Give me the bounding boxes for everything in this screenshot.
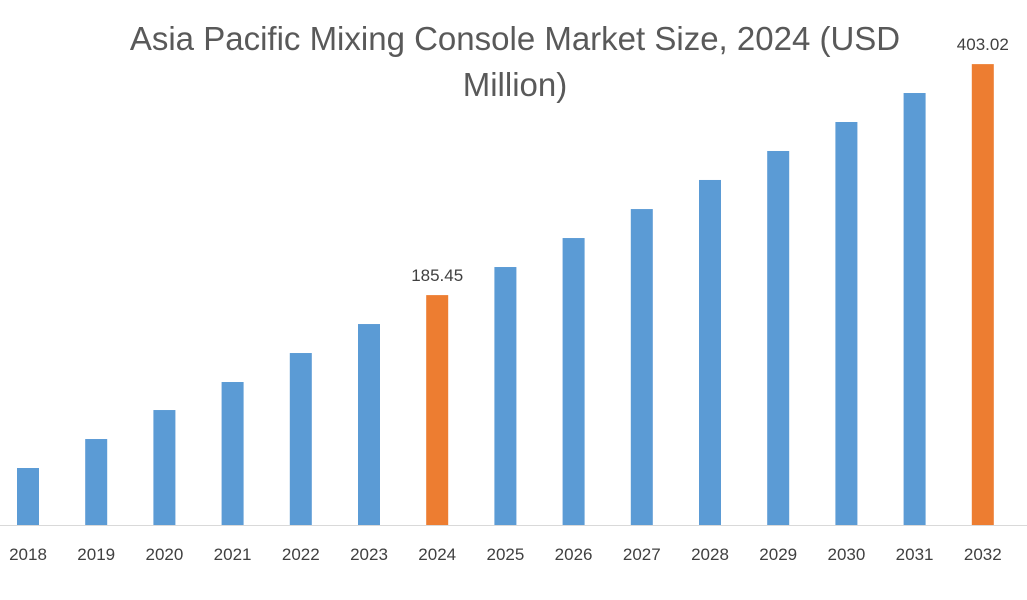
x-tick-label: 2030	[827, 545, 865, 564]
bar-2024	[426, 295, 449, 525]
x-tick-label: 2028	[691, 545, 729, 564]
x-tick-label: 2026	[555, 545, 593, 564]
x-tick-label: 2025	[486, 545, 524, 564]
bar-2019	[85, 439, 108, 525]
x-tick-label: 2032	[964, 545, 1002, 564]
chart-title: Asia Pacific Mixing Console Market Size,…	[129, 20, 901, 103]
bar-2031	[903, 93, 926, 526]
x-tick-label: 2031	[896, 545, 934, 564]
bar-2026	[562, 238, 585, 525]
bar-2028	[699, 179, 721, 525]
bar-2032	[971, 64, 994, 526]
x-tick-label: 2023	[350, 545, 388, 564]
x-tick-label: 2019	[77, 545, 115, 564]
data-label-2024: 185.45	[411, 266, 463, 285]
bar-2023	[358, 324, 380, 525]
x-tick-label: 2020	[145, 545, 183, 564]
bar-2029	[767, 150, 790, 525]
x-tick-label: 2018	[9, 545, 47, 564]
x-tick-label: 2022	[282, 545, 320, 564]
bar-2020	[153, 410, 176, 525]
bar-2030	[835, 121, 858, 525]
bar-2025	[494, 267, 517, 525]
x-tick-label: 2027	[623, 545, 661, 564]
bar-2027	[630, 209, 653, 525]
x-tick-label: 2024	[418, 545, 456, 564]
data-label-2032: 403.02	[957, 35, 1009, 54]
bar-2018	[17, 468, 39, 525]
bar-2021	[221, 382, 244, 525]
x-tick-label: 2029	[759, 545, 797, 564]
bar-2022	[289, 353, 312, 525]
x-tick-label: 2021	[214, 545, 252, 564]
